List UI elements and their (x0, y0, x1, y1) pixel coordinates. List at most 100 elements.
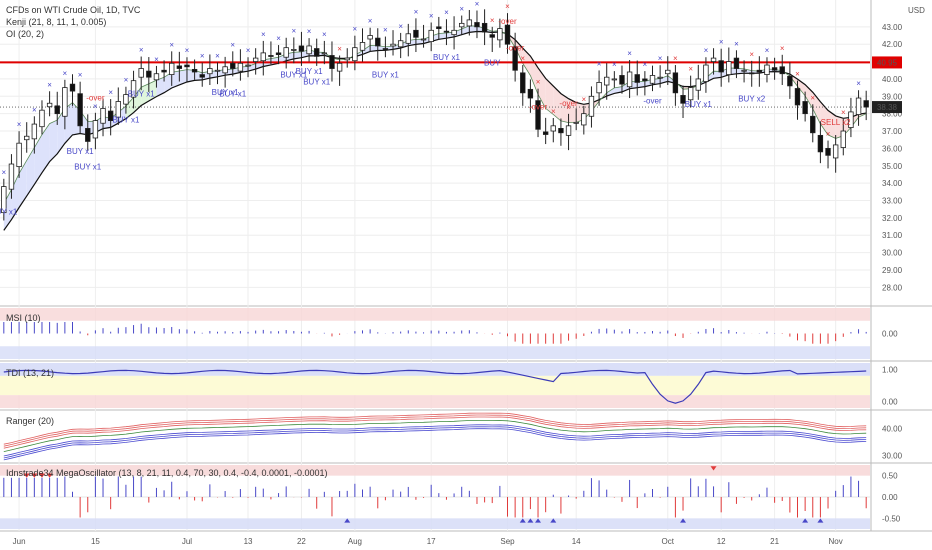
mega-buy-triangle (680, 518, 687, 523)
mega-sell-triangle (23, 473, 30, 478)
candle-body (252, 57, 259, 62)
kenji-cloud-segment (57, 108, 65, 154)
oi-marker: × (93, 102, 98, 111)
kenji-cloud-segment (34, 134, 42, 185)
candle-body (199, 74, 205, 78)
candle-body (214, 69, 221, 72)
time-tick-label: Oct (662, 537, 675, 546)
oi-marker: × (795, 70, 800, 79)
oi-marker: × (505, 2, 510, 11)
candle-body (443, 30, 450, 33)
candle-body (665, 69, 671, 75)
candle-body (130, 80, 137, 98)
candle-body (695, 78, 701, 91)
kenji-cloud-segment (141, 83, 149, 106)
kenji-cloud-segment (26, 147, 35, 197)
candle-body (710, 57, 717, 62)
candle-body (46, 102, 53, 108)
tdi-tick-label: 1.00 (882, 365, 898, 374)
kenji-cloud-segment (438, 32, 447, 40)
kenji-cloud-segment (171, 71, 180, 88)
mega-buy-triangle (535, 518, 542, 523)
candle-body (825, 147, 831, 156)
candle-body (764, 64, 770, 75)
mega-buy-triangle (527, 518, 534, 523)
oi-marker: × (475, 0, 480, 9)
mega-buy-triangle (817, 518, 824, 523)
candle-body (855, 97, 862, 115)
indicator-oi-label: OI (20, 2) (6, 29, 44, 39)
oi-marker: × (810, 93, 815, 102)
price-tick-label: 33.00 (882, 196, 903, 205)
oi-marker: × (429, 11, 434, 20)
kenji-cloud-segment (560, 93, 569, 123)
price-tick-label: 28.00 (882, 283, 903, 292)
candle-body (191, 68, 198, 73)
candle-body (787, 75, 793, 87)
candle-body (390, 43, 396, 47)
oi-marker: × (536, 78, 541, 87)
ranger-band-line (3, 420, 867, 452)
oi-marker: × (551, 107, 556, 116)
mega-tick-label: 0.00 (882, 493, 898, 502)
oi-marker: × (704, 46, 709, 55)
candle-body (359, 42, 366, 51)
price-tick-label: 30.00 (882, 249, 903, 258)
oi-marker: × (856, 79, 861, 88)
currency-label: USD (908, 6, 925, 15)
signal-label: -over (559, 99, 578, 108)
candle-body (184, 64, 190, 68)
candle-body (863, 100, 869, 108)
candle-body (848, 111, 854, 128)
kenji-cloud-segment (553, 86, 561, 121)
candle-body (123, 94, 129, 105)
candle-body (832, 144, 839, 159)
oi-marker: × (32, 105, 37, 114)
candle-body (54, 105, 60, 115)
candle-body (756, 69, 763, 73)
signal-label: BUY x1 (74, 162, 102, 171)
ranger-band-line (3, 416, 867, 449)
oi-marker: × (643, 60, 648, 69)
oi-marker: × (353, 25, 358, 34)
candle-body (527, 88, 534, 99)
mega-sell-triangle (38, 473, 45, 478)
mega-tick-label: -0.50 (882, 514, 901, 523)
candle-body (107, 110, 114, 122)
kenji-cloud-segment (19, 160, 27, 208)
oi-marker: × (246, 46, 251, 55)
kenji-cloud-segment (164, 72, 172, 93)
oi-marker: × (63, 69, 68, 78)
signal-label: BUY x1 (0, 208, 18, 217)
candle-body (749, 72, 755, 75)
oi-marker: × (581, 95, 586, 104)
oi-marker: × (276, 34, 281, 43)
candle-body (550, 125, 556, 132)
candle-body (504, 24, 511, 45)
candle-body (840, 130, 846, 148)
candle-body (31, 123, 38, 140)
candle-body (77, 93, 83, 127)
candle-body (680, 95, 686, 104)
signal-label: BUY x2 (738, 95, 766, 104)
time-tick-label: 22 (297, 537, 306, 546)
candle-body (604, 76, 610, 86)
candle-body (810, 115, 816, 134)
time-tick-label: 17 (427, 537, 436, 546)
msi-title: MSI (10) (6, 313, 41, 323)
megaosc-title: Idnstrade34 MegaOscillator (13, 8, 21, 1… (6, 468, 328, 478)
tdi-tick-label: 0.00 (882, 398, 898, 407)
candle-body (481, 22, 488, 33)
kenji-cloud-segment (515, 39, 523, 64)
signal-label: BUY x1 (128, 90, 156, 99)
candle-body (619, 75, 625, 85)
signal-label: BUY x1 (372, 70, 400, 79)
candle-body (642, 78, 648, 82)
resistance-price-label: 40.95 (877, 58, 898, 67)
candle-body (428, 29, 434, 42)
candle-body (176, 65, 183, 69)
candle-body (817, 134, 824, 153)
tdi-lower-band (0, 395, 870, 408)
oi-marker: × (444, 8, 449, 17)
